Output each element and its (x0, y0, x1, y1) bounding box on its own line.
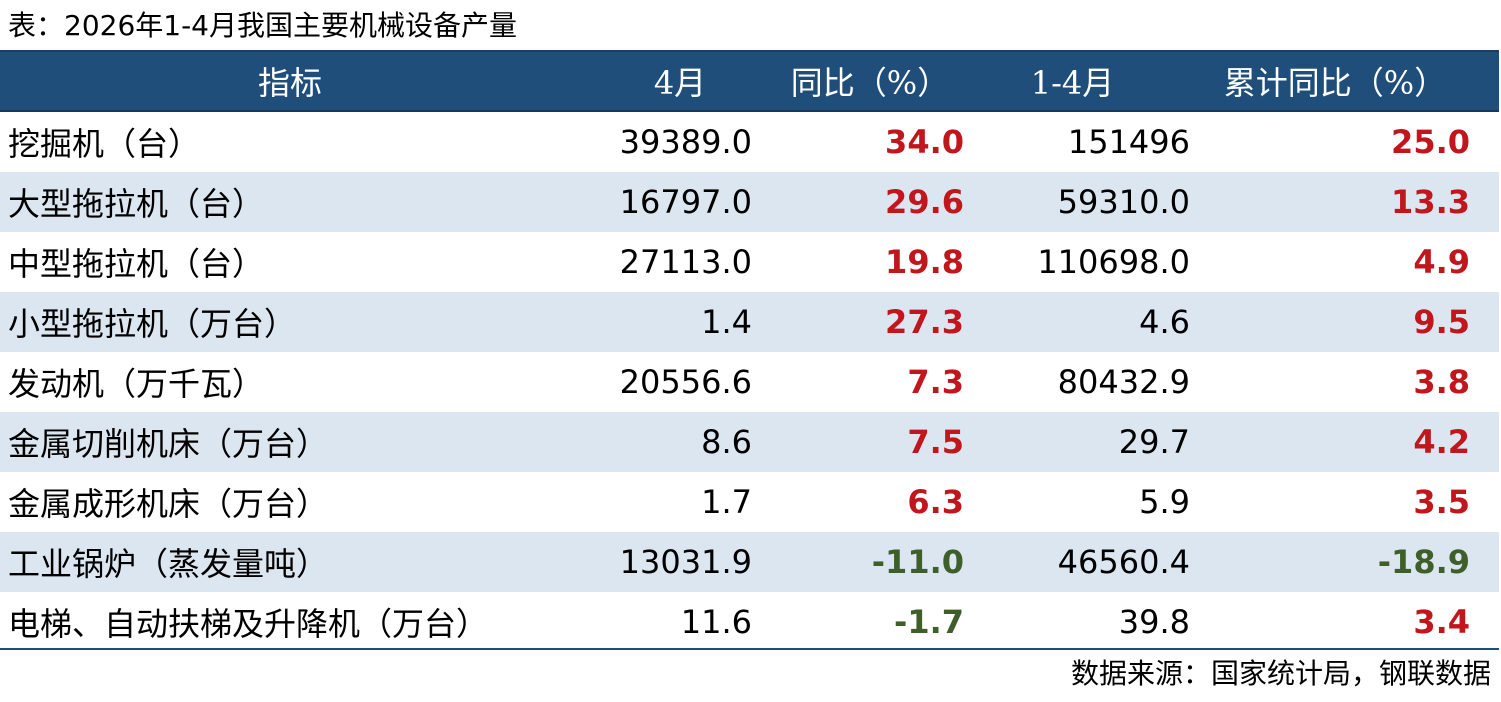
row-jan-apr-value: 5.9 (1139, 483, 1190, 521)
row-april-value: 20556.6 (619, 363, 752, 401)
row-indicator-name: 电梯、自动扶梯及升降机（万台） (8, 605, 489, 643)
source-note: 数据来源：国家统计局，钢联数据 (1070, 657, 1491, 690)
row-april-value: 1.4 (701, 303, 752, 341)
header-april: 4月 (653, 64, 707, 102)
row-cumulative-yoy-value: 3.4 (1413, 603, 1470, 641)
table-row: 电梯、自动扶梯及升降机（万台） 11.6 -1.7 39.8 3.4 (0, 592, 1499, 652)
row-yoy-value: -11.0 (871, 543, 964, 581)
row-indicator-name: 挖掘机（台） (8, 125, 201, 163)
table-row: 挖掘机（台） 39389.0 34.0 151496 25.0 (0, 112, 1499, 172)
table-row: 发动机（万千瓦） 20556.6 7.3 80432.9 3.8 (0, 352, 1499, 412)
row-jan-apr-value: 151496 (1067, 123, 1190, 161)
row-yoy-value: 29.6 (885, 183, 964, 221)
row-april-value: 13031.9 (619, 543, 752, 581)
row-cumulative-yoy-value: 25.0 (1391, 123, 1470, 161)
table-row: 金属切削机床（万台） 8.6 7.5 29.7 4.2 (0, 412, 1499, 472)
row-april-value: 1.7 (701, 483, 752, 521)
row-jan-apr-value: 110698.0 (1037, 243, 1190, 281)
table-header-row: 指标 4月 同比（%） 1-4月 累计同比（%） (0, 50, 1499, 112)
row-indicator-name: 大型拖拉机（台） (8, 185, 265, 223)
table-title: 表：2026年1-4月我国主要机械设备产量 (8, 9, 517, 42)
row-jan-apr-value: 39.8 (1118, 603, 1190, 641)
table-body: 挖掘机（台） 39389.0 34.0 151496 25.0 大型拖拉机（台） 16797… (0, 112, 1499, 652)
row-yoy-value: 27.3 (885, 303, 964, 341)
row-indicator-name: 金属成形机床（万台） (8, 485, 329, 523)
row-cumulative-yoy-value: -18.9 (1377, 543, 1470, 581)
row-jan-apr-value: 46560.4 (1057, 543, 1190, 581)
row-indicator-name: 中型拖拉机（台） (8, 245, 265, 283)
row-jan-apr-value: 80432.9 (1057, 363, 1190, 401)
table-row: 金属成形机床（万台） 1.7 6.3 5.9 3.5 (0, 472, 1499, 532)
header-cumulative-yoy: 累计同比（%） (1223, 64, 1447, 102)
row-yoy-value: 7.3 (907, 363, 964, 401)
data-table: 指标 4月 同比（%） 1-4月 累计同比（%） 挖掘机（台） 39389.0 34… (0, 50, 1499, 652)
row-indicator-name: 工业锅炉（蒸发量吨） (8, 545, 329, 583)
row-jan-apr-value: 59310.0 (1057, 183, 1190, 221)
row-cumulative-yoy-value: 4.9 (1413, 243, 1470, 281)
header-indicator: 指标 (257, 64, 322, 102)
row-jan-apr-value: 29.7 (1118, 423, 1190, 461)
table-row: 大型拖拉机（台） 16797.0 29.6 59310.0 13.3 (0, 172, 1499, 232)
header-yoy: 同比（%） (790, 64, 950, 102)
row-jan-apr-value: 4.6 (1139, 303, 1190, 341)
row-yoy-value: 34.0 (885, 123, 964, 161)
row-yoy-value: 19.8 (885, 243, 964, 281)
row-yoy-value: 7.5 (907, 423, 964, 461)
table-row: 工业锅炉（蒸发量吨） 13031.9 -11.0 46560.4 -18.9 (0, 532, 1499, 592)
table-row: 小型拖拉机（万台） 1.4 27.3 4.6 9.5 (0, 292, 1499, 352)
row-april-value: 39389.0 (619, 123, 752, 161)
row-cumulative-yoy-value: 4.2 (1413, 423, 1470, 461)
row-indicator-name: 小型拖拉机（万台） (8, 305, 297, 343)
row-cumulative-yoy-value: 13.3 (1391, 183, 1470, 221)
row-yoy-value: 6.3 (907, 483, 964, 521)
row-yoy-value: -1.7 (894, 603, 964, 641)
row-cumulative-yoy-value: 3.8 (1413, 363, 1470, 401)
row-cumulative-yoy-value: 9.5 (1413, 303, 1470, 341)
row-indicator-name: 金属切削机床（万台） (8, 425, 329, 463)
row-april-value: 11.6 (680, 603, 752, 641)
row-april-value: 16797.0 (619, 183, 752, 221)
row-indicator-name: 发动机（万千瓦） (8, 365, 265, 403)
row-cumulative-yoy-value: 3.5 (1413, 483, 1470, 521)
row-april-value: 27113.0 (619, 243, 752, 281)
header-jan-apr: 1-4月 (1030, 64, 1115, 102)
row-april-value: 8.6 (701, 423, 752, 461)
bottom-rule (0, 648, 1499, 650)
table-row: 中型拖拉机（台） 27113.0 19.8 110698.0 4.9 (0, 232, 1499, 292)
